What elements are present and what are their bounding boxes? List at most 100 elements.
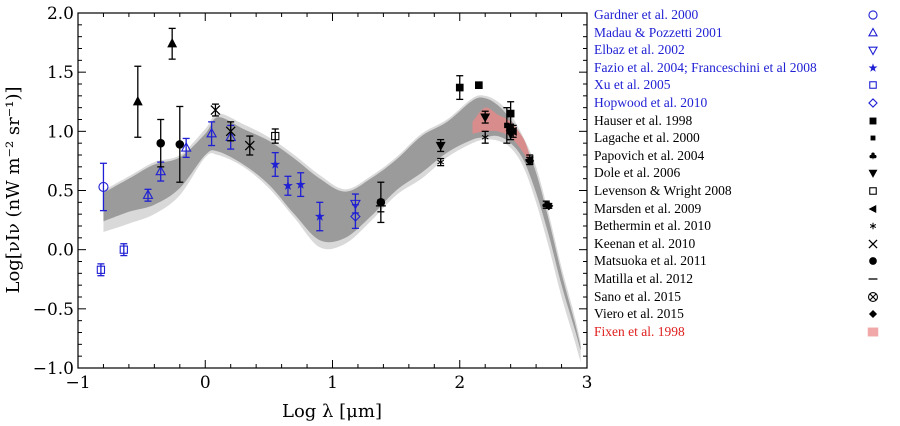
chart: −1 0 1 2 3 −1.0 −0.5 0.0 0.5 1.0 1.5 2.0 Log λ [μm]…: [3, 4, 593, 422]
triangle-up-open-icon: [868, 27, 878, 36]
data-point-asterisk-12-1: [481, 130, 489, 144]
data-point-diamond-17-1: [525, 156, 535, 166]
triangle-down-open-icon: [868, 46, 878, 56]
y-tick-label: −0.5: [33, 300, 74, 320]
data-point-diamond-17-0: [506, 123, 516, 135]
legend-label: Elbaz et al. 2002: [594, 42, 685, 58]
diamond-open-icon: [868, 98, 878, 108]
legend-item: Fazio et al. 2004; Franceschini et al 20…: [594, 59, 894, 77]
data-point-cross-13-0: [210, 103, 221, 117]
legend-item: Levenson & Wright 2008: [594, 182, 894, 200]
data-point-asterisk-12-0: [437, 157, 445, 167]
legend-item: Madau & Pozzetti 2001: [594, 24, 894, 42]
legend-item: Marsden et al. 2009: [594, 200, 894, 218]
data-point-square-open-4-0: [96, 263, 106, 277]
y-tick-label: 0.5: [47, 182, 74, 202]
data-point-triangle-up-open-1-3: [206, 121, 218, 147]
data-point-triangle-up-open-1-0: [142, 188, 154, 202]
legend-item: Keenan et al. 2010: [594, 235, 894, 253]
legend-label: Papovich et al. 2004: [594, 147, 705, 163]
data-point-dash-15-0: [375, 199, 386, 213]
legend-item: Hopwood et al. 2010: [594, 94, 894, 112]
legend-label: Viero et al. 2015: [594, 306, 684, 322]
legend-label: Matilla et al. 2012: [594, 270, 693, 286]
data-point-cross-13-2: [244, 135, 255, 156]
dash-icon: [868, 278, 878, 280]
y-tick-label: 0.0: [47, 241, 74, 261]
legend-label: Levenson & Wright 2008: [594, 182, 732, 198]
legend-label: Bethermin et al. 2010: [594, 218, 711, 234]
data-point-triangle-up-open-1-2: [180, 137, 192, 159]
circle-open-icon: [868, 10, 878, 20]
legend-label: Fazio et al. 2004; Franceschini et al 20…: [594, 59, 817, 75]
asterisk-icon: [869, 222, 877, 230]
band-fixen-et-al-1998: [472, 107, 530, 165]
legend-item: Matsuoka et al. 2011: [594, 252, 894, 270]
data-point-diamond-17-2: [544, 201, 554, 211]
legend-item: Matilla et al. 2012: [594, 270, 894, 288]
data-point-triangle-up-19-1: [167, 27, 178, 60]
legend-label: Matsuoka et al. 2011: [594, 253, 707, 269]
band-icon: [867, 327, 879, 337]
square-small-icon: [870, 135, 876, 141]
legend-item: Dole et al. 2006: [594, 164, 894, 182]
x-tick-label: 2: [454, 373, 465, 393]
x-tick-label: −1: [65, 373, 90, 393]
square-open-icon: [869, 187, 877, 195]
legend: Gardner et al. 2000 Madau & Pozzetti 2001…: [594, 6, 894, 340]
square-open-icon: [869, 81, 877, 90]
club-icon: [869, 152, 877, 159]
x-tick-label: 3: [582, 373, 593, 393]
legend-item: Bethermin et al. 2010: [594, 217, 894, 235]
y-axis-label: Log[νIν (nW m⁻² sr⁻¹)]: [3, 87, 24, 294]
legend-item: Gardner et al. 2000: [594, 6, 894, 24]
data-point-circle-14-0: [156, 118, 165, 168]
legend-item: Papovich et al. 2004: [594, 147, 894, 165]
legend-item: Xu et al. 2005: [594, 76, 894, 94]
legend-label: Sano et al. 2015: [594, 288, 681, 304]
legend-label: Xu et al. 2005: [594, 77, 671, 93]
data-point-triangle-up-19-0: [132, 65, 143, 138]
star-icon: [868, 63, 878, 72]
y-tick-label: 1.0: [47, 122, 74, 142]
legend-item: Hauser et al. 1998: [594, 112, 894, 130]
legend-item: Viero et al. 2015: [594, 305, 894, 323]
y-tick-label: 2.0: [47, 4, 74, 24]
x-axis-label: Log λ [μm]: [282, 401, 382, 422]
band-dark: [103, 97, 581, 351]
axis-ticks: −1 0 1 2 3 −1.0 −0.5 0.0 0.5 1.0 1.5 2.0: [33, 4, 593, 393]
x-tick-label: 0: [200, 373, 211, 393]
legend-label: Gardner et al. 2000: [594, 7, 699, 22]
legend-item: Sano et al. 2015: [594, 288, 894, 306]
data-marks: [96, 27, 554, 277]
triangle-down-icon: [868, 170, 878, 179]
legend-label: Hopwood et al. 2010: [594, 94, 708, 110]
legend-label: Dole et al. 2006: [594, 165, 681, 181]
legend-label: Fixen et al. 1998: [594, 323, 685, 339]
legend-item: Lagache et al. 2000: [594, 129, 894, 147]
data-point-square-6-1: [475, 81, 483, 90]
y-tick-label: −1.0: [33, 359, 74, 379]
data-point-star-3-1: [283, 175, 293, 196]
square-icon: [869, 117, 877, 125]
data-point-square-small-7-0: [503, 107, 511, 144]
data-point-square-6-0: [455, 75, 464, 101]
cross-icon: [868, 239, 878, 249]
circle-icon: [869, 257, 877, 266]
x-tick-label: 1: [327, 373, 338, 393]
bands: [103, 95, 581, 363]
data-point-circle-open-0-0: [98, 162, 109, 212]
legend-label: Hauser et al. 1998: [594, 112, 693, 128]
data-point-cross-13-1: [225, 121, 236, 142]
triangle-left-icon: [868, 204, 877, 213]
diamond-icon: [868, 310, 878, 319]
legend-label: Marsden et al. 2009: [594, 200, 702, 216]
y-tick-label: 1.5: [47, 63, 74, 83]
data-point-triangle-down-9-1: [480, 110, 491, 124]
data-point-star-3-0: [270, 151, 281, 177]
data-point-circle-14-1: [175, 105, 185, 183]
legend-item: Elbaz et al. 2002: [594, 41, 894, 59]
legend-item: Fixen et al. 1998: [594, 323, 894, 341]
legend-label: Keenan et al. 2010: [594, 235, 696, 251]
data-point-square-open-4-1: [119, 243, 128, 257]
